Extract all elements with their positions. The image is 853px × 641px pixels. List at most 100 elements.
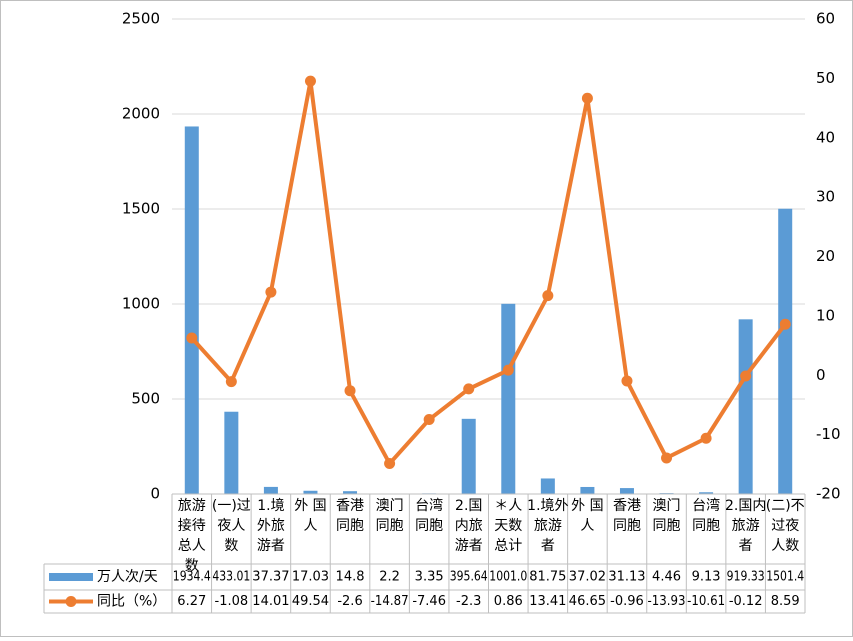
bar-value-label: 1001.0: [489, 570, 527, 585]
category-label: 总人: [178, 538, 206, 554]
category-label: 同胞: [653, 518, 681, 534]
category-label: 者: [739, 538, 753, 554]
category-label: 外 国: [294, 498, 326, 514]
category-label: (一)过: [212, 498, 251, 514]
category-label: 2.国: [455, 498, 482, 514]
legend-label-bar: 万人次/天: [97, 569, 158, 585]
line-value-label: -1.08: [215, 594, 249, 609]
line-point: [542, 290, 553, 301]
category-label: 总计: [494, 538, 522, 554]
line-point: [384, 458, 395, 469]
line-point: [780, 319, 791, 330]
line-point: [740, 370, 751, 381]
line-point: [186, 333, 197, 344]
y-right-tick-label: -20: [816, 485, 841, 503]
category-label: 同胞: [692, 518, 720, 534]
category-label: 人数: [771, 538, 799, 554]
category-label: 1.境外: [527, 498, 568, 514]
bar-value-label: 3.35: [415, 570, 444, 585]
category-label: 香港: [336, 498, 364, 514]
y-right-tick-label: 10: [816, 306, 835, 324]
line-point: [305, 76, 316, 87]
legend-key-bar: [49, 573, 93, 581]
category-label: 人: [580, 518, 594, 534]
category-label: 香港: [613, 498, 641, 514]
category-label: 天数: [494, 518, 522, 534]
bar: [541, 478, 555, 494]
line-point: [345, 385, 356, 396]
bar-value-label: 433.01: [212, 570, 250, 585]
bar: [620, 488, 634, 494]
category-label: 台湾: [692, 497, 720, 514]
line-point: [621, 375, 632, 386]
line-value-label: -7.46: [412, 594, 446, 609]
bar-value-label: 1501.4: [766, 570, 804, 585]
y-right-tick-label: 0: [816, 366, 826, 384]
line-point: [424, 414, 435, 425]
category-label: 数: [224, 538, 238, 554]
category-label: 同胞: [415, 518, 443, 534]
category-label: 澳门: [653, 498, 681, 514]
bar-value-label: 395.64: [450, 570, 488, 585]
line-value-label: -2.6: [337, 594, 362, 609]
bar-value-label: 17.03: [292, 570, 329, 585]
category-label: 旅游: [534, 518, 562, 534]
category-label: 者: [541, 538, 555, 554]
y-right-tick-label: 20: [816, 247, 835, 265]
bar-value-label: 37.37: [252, 570, 289, 585]
bar-value-label: 14.8: [336, 570, 365, 585]
line-value-label: -14.87: [371, 594, 409, 609]
line-point: [582, 93, 593, 104]
category-label: 内旅: [455, 518, 483, 534]
line-point: [265, 287, 276, 298]
category-label: 台湾: [415, 497, 443, 514]
line-point: [661, 452, 672, 463]
line-point: [701, 433, 712, 444]
category-label: 游者: [257, 538, 285, 554]
line-value-label: -0.96: [610, 594, 644, 609]
category-label: 同胞: [376, 518, 404, 534]
line-point: [503, 365, 514, 376]
bar: [501, 304, 515, 494]
category-label: 旅游: [732, 518, 760, 534]
bar: [264, 487, 278, 494]
bar-value-label: 1934.4: [173, 570, 211, 585]
category-label: 同胞: [336, 518, 364, 534]
category-label: 同胞: [613, 518, 641, 534]
line-value-label: 6.27: [177, 594, 206, 609]
category-label: 外 国: [571, 498, 603, 514]
line-value-label: 8.59: [771, 594, 800, 609]
category-label: 接待: [178, 517, 206, 534]
line-value-label: 13.41: [529, 594, 566, 609]
bar: [224, 412, 238, 494]
line-value-label: -2.3: [456, 594, 481, 609]
bar: [580, 487, 594, 494]
category-label: 过夜: [771, 518, 799, 534]
category-label: 游者: [455, 538, 483, 554]
y-right-tick-label: -10: [816, 425, 841, 443]
bar: [739, 319, 753, 494]
bar-value-label: 2.2: [379, 570, 400, 585]
line-value-label: 0.86: [494, 594, 523, 609]
bar-value-label: 81.75: [529, 570, 566, 585]
y-left-tick-label: 0: [150, 485, 160, 503]
y-left-tick-label: 1500: [122, 200, 160, 218]
bar: [462, 419, 476, 494]
category-label: (二)不: [766, 498, 805, 514]
category-label: 夜人: [217, 518, 245, 534]
bar-value-label: 919.33: [727, 570, 765, 585]
category-label: 人: [303, 518, 317, 534]
line-value-label: -0.12: [729, 594, 763, 609]
line-value-label: -13.93: [648, 594, 686, 609]
y-left-tick-label: 500: [131, 390, 160, 408]
bar-value-label: 9.13: [692, 570, 721, 585]
category-label: ＊人: [494, 498, 522, 514]
legend-key-line-marker: [66, 596, 77, 607]
y-right-tick-label: 50: [816, 69, 835, 87]
line-value-label: -10.61: [687, 594, 725, 609]
y-right-tick-label: 30: [816, 188, 835, 206]
category-label: 1.境: [257, 498, 284, 514]
legend-label-line: 同比（%）: [97, 594, 166, 610]
y-right-tick-label: 40: [816, 128, 835, 146]
